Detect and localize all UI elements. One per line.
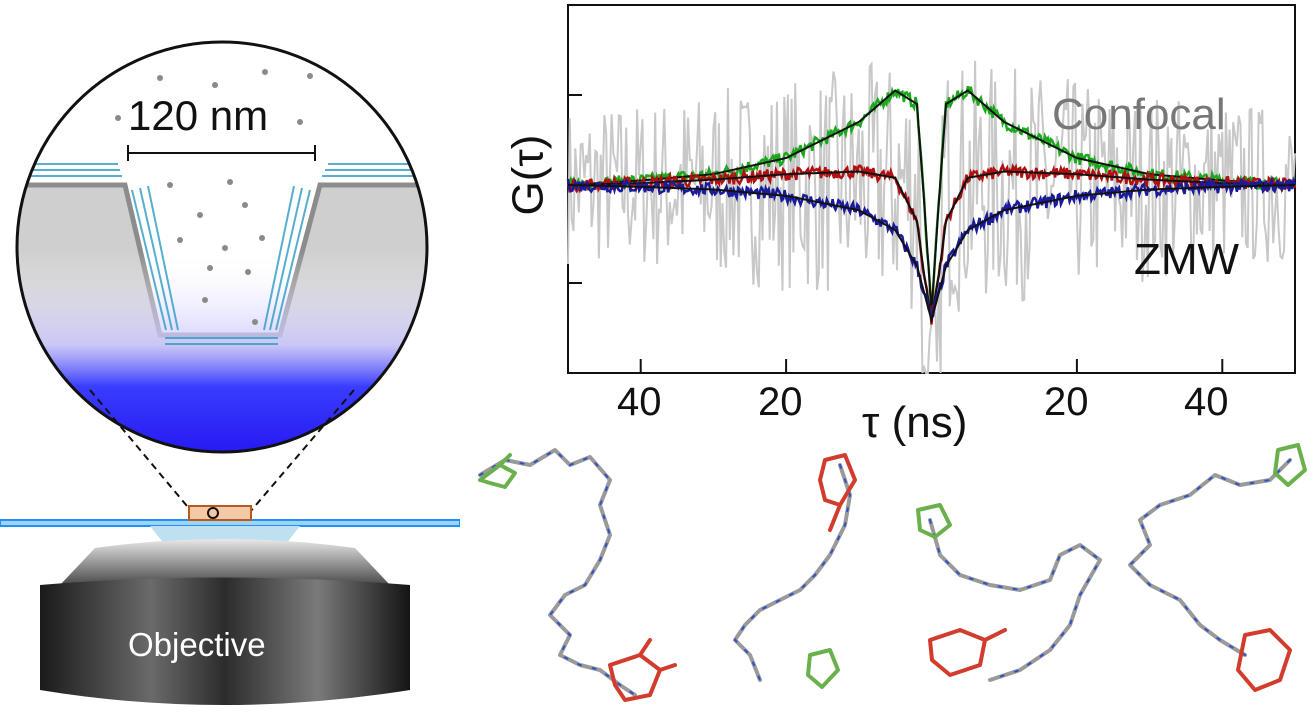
sample-chip	[188, 505, 252, 521]
x-tick-label: 40	[617, 380, 662, 424]
aperture-crosssection	[17, 42, 427, 452]
series-layer	[566, 60, 1297, 374]
peptide-structure-3	[916, 503, 1102, 682]
x-tick-label: 20	[758, 380, 803, 424]
x-tick-label: 40	[1184, 380, 1229, 424]
x-axis-ticks	[639, 359, 1224, 373]
x-axis-label: τ (ns)	[862, 398, 968, 447]
scale-label: 120 nm	[128, 92, 269, 139]
y-axis-label: G(τ)	[503, 134, 553, 216]
magnifier-circle	[15, 40, 429, 454]
peptide-structures	[478, 443, 1307, 702]
peptide-structure-2	[733, 453, 857, 689]
annotation-zmw: ZMW	[1134, 235, 1240, 284]
peptide-structure-4	[1128, 443, 1307, 692]
series-3-fit	[568, 184, 1295, 324]
zmw-illustration	[0, 40, 460, 705]
scale-bar	[127, 145, 316, 161]
peptide-structure-1	[478, 448, 677, 702]
objective-lens	[40, 539, 410, 705]
polymer-brush	[17, 163, 427, 345]
annotation-confocal: Confocal	[1052, 90, 1226, 139]
objective-label: Objective	[128, 626, 266, 663]
x-tick-label: 20	[1044, 380, 1089, 424]
